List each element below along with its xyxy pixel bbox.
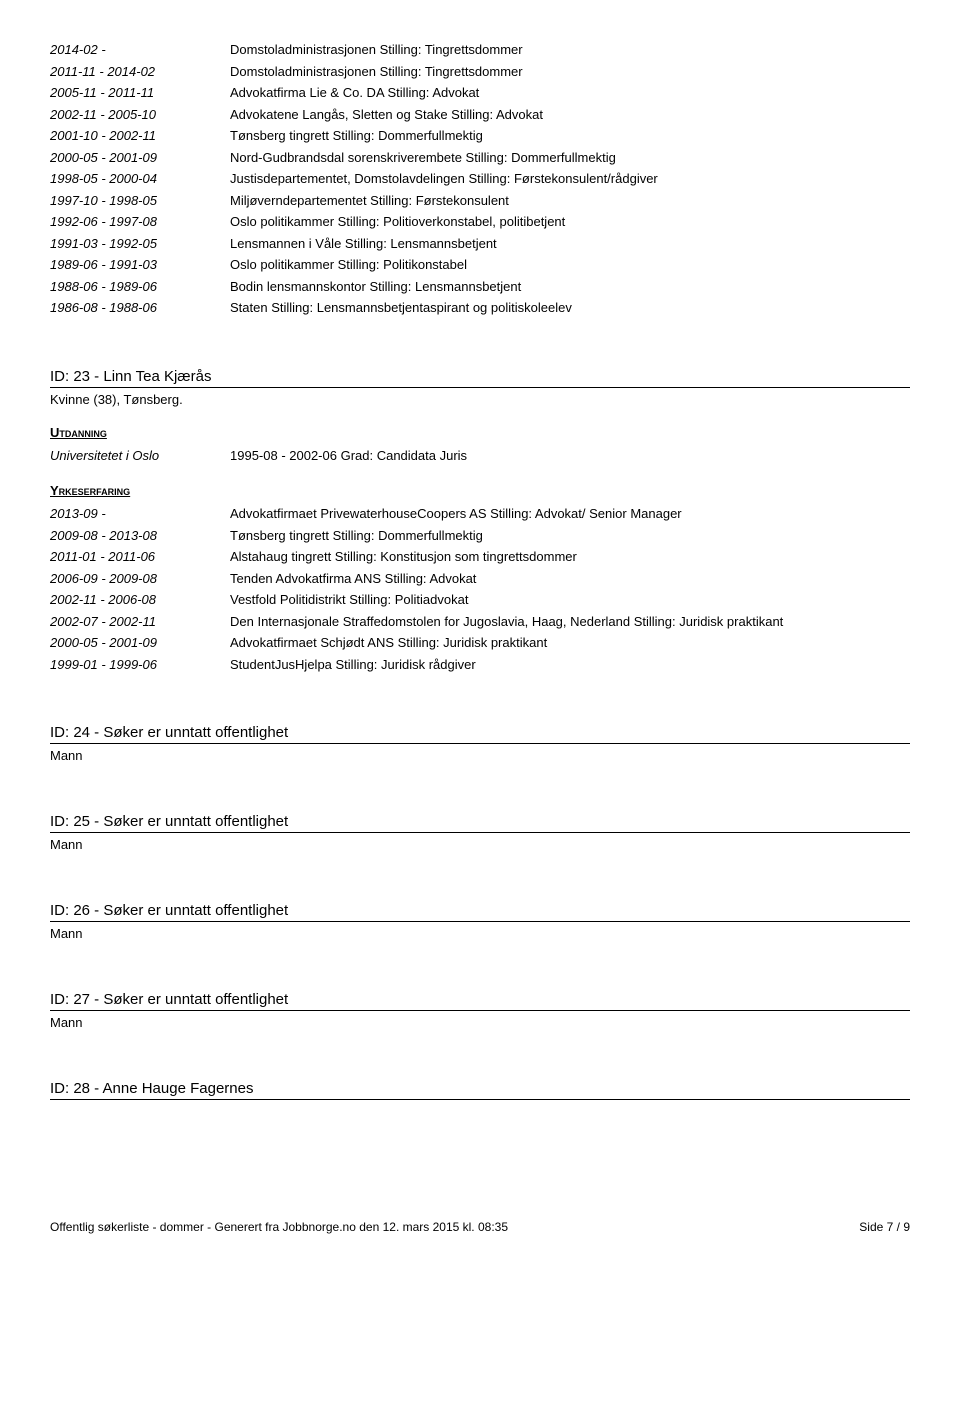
entry-date: 2013-09 - xyxy=(50,504,230,524)
entry-text: Oslo politikammer Stilling: Politioverko… xyxy=(230,212,910,232)
entry-date: 2006-09 - 2009-08 xyxy=(50,569,230,589)
entry-text: Staten Stilling: Lensmannsbetjentaspiran… xyxy=(230,298,910,318)
entry-row: 2005-11 - 2011-11Advokatfirma Lie & Co. … xyxy=(50,83,910,103)
entry-text: Advokatene Langås, Sletten og Stake Stil… xyxy=(230,105,910,125)
entry-row: 1986-08 - 1988-06Staten Stilling: Lensma… xyxy=(50,298,910,318)
entry-date: 1997-10 - 1998-05 xyxy=(50,191,230,211)
footer-right: Side 7 / 9 xyxy=(859,1220,910,1234)
entry-date: 2002-11 - 2006-08 xyxy=(50,590,230,610)
id24-sub: Mann xyxy=(50,748,910,763)
entry-date: 1999-01 - 1999-06 xyxy=(50,655,230,675)
entry-text: Den Internasjonale Straffedomstolen for … xyxy=(230,612,910,632)
entry-row: 2000-05 - 2001-09Nord-Gudbrandsdal soren… xyxy=(50,148,910,168)
entry-row: 2013-09 -Advokatfirmaet PrivewaterhouseC… xyxy=(50,504,910,524)
entry-row: 2001-10 - 2002-11Tønsberg tingrett Still… xyxy=(50,126,910,146)
entry-text: Bodin lensmannskontor Stilling: Lensmann… xyxy=(230,277,910,297)
utdanning-label: Utdanning xyxy=(50,425,910,440)
entry-date: 1991-03 - 1992-05 xyxy=(50,234,230,254)
entry-date: 2011-01 - 2011-06 xyxy=(50,547,230,567)
id24-header: ID: 24 - Søker er unntatt offentlighet xyxy=(50,724,910,744)
entry-text: Advokatfirmaet Schjødt ANS Stilling: Jur… xyxy=(230,633,910,653)
entry-text: Tenden Advokatfirma ANS Stilling: Advoka… xyxy=(230,569,910,589)
entry-text: Oslo politikammer Stilling: Politikonsta… xyxy=(230,255,910,275)
entry-row: 2002-11 - 2005-10Advokatene Langås, Slet… xyxy=(50,105,910,125)
id23-header: ID: 23 - Linn Tea Kjærås xyxy=(50,368,910,388)
id25-header: ID: 25 - Søker er unntatt offentlighet xyxy=(50,813,910,833)
entry-text: Nord-Gudbrandsdal sorenskriverembete Sti… xyxy=(230,148,910,168)
entry-row: 1989-06 - 1991-03Oslo politikammer Still… xyxy=(50,255,910,275)
entry-row: 1997-10 - 1998-05Miljøverndepartementet … xyxy=(50,191,910,211)
yrkes-label: Yrkeserfaring xyxy=(50,483,910,498)
entry-date: 2002-07 - 2002-11 xyxy=(50,612,230,632)
entry-row: 2011-11 - 2014-02Domstoladministrasjonen… xyxy=(50,62,910,82)
entry-text: Justisdepartementet, Domstolavdelingen S… xyxy=(230,169,910,189)
entry-date: 2005-11 - 2011-11 xyxy=(50,83,230,103)
entry-text: Tønsberg tingrett Stilling: Dommerfullme… xyxy=(230,526,910,546)
id27-header: ID: 27 - Søker er unntatt offentlighet xyxy=(50,991,910,1011)
entry-date: 1998-05 - 2000-04 xyxy=(50,169,230,189)
entry-date: 1988-06 - 1989-06 xyxy=(50,277,230,297)
page-footer: Offentlig søkerliste - dommer - Generert… xyxy=(50,1220,910,1234)
entry-text: StudentJusHjelpa Stilling: Juridisk rådg… xyxy=(230,655,910,675)
entry-row: 2009-08 - 2013-08Tønsberg tingrett Still… xyxy=(50,526,910,546)
entry-text: Alstahaug tingrett Stilling: Konstitusjo… xyxy=(230,547,910,567)
entry-row: 2002-07 - 2002-11Den Internasjonale Stra… xyxy=(50,612,910,632)
entry-text: Advokatfirmaet PrivewaterhouseCoopers AS… xyxy=(230,504,910,524)
entry-text: Domstoladministrasjonen Stilling: Tingre… xyxy=(230,62,910,82)
entry-row: 2014-02 -Domstoladministrasjonen Stillin… xyxy=(50,40,910,60)
entry-date: 1986-08 - 1988-06 xyxy=(50,298,230,318)
entry-text: Vestfold Politidistrikt Stilling: Politi… xyxy=(230,590,910,610)
entry-date: 2009-08 - 2013-08 xyxy=(50,526,230,546)
entry-row: 2000-05 - 2001-09Advokatfirmaet Schjødt … xyxy=(50,633,910,653)
entry-date: 2000-05 - 2001-09 xyxy=(50,148,230,168)
id23-education-list: Universitetet i Oslo1995-08 - 2002-06 Gr… xyxy=(50,446,910,466)
entry-text: Advokatfirma Lie & Co. DA Stilling: Advo… xyxy=(230,83,910,103)
entry-text: Lensmannen i Våle Stilling: Lensmannsbet… xyxy=(230,234,910,254)
footer-left: Offentlig søkerliste - dommer - Generert… xyxy=(50,1220,508,1234)
entry-date: 2001-10 - 2002-11 xyxy=(50,126,230,146)
entry-text: 1995-08 - 2002-06 Grad: Candidata Juris xyxy=(230,446,910,466)
id25-sub: Mann xyxy=(50,837,910,852)
entry-row: 2006-09 - 2009-08Tenden Advokatfirma ANS… xyxy=(50,569,910,589)
id26-sub: Mann xyxy=(50,926,910,941)
entry-date: 2014-02 - xyxy=(50,40,230,60)
entry-row: 2011-01 - 2011-06Alstahaug tingrett Stil… xyxy=(50,547,910,567)
entry-row: 1992-06 - 1997-08Oslo politikammer Still… xyxy=(50,212,910,232)
top-work-history: 2014-02 -Domstoladministrasjonen Stillin… xyxy=(50,40,910,318)
entry-row: 1988-06 - 1989-06Bodin lensmannskontor S… xyxy=(50,277,910,297)
entry-date: Universitetet i Oslo xyxy=(50,446,230,466)
entry-row: 1999-01 - 1999-06StudentJusHjelpa Stilli… xyxy=(50,655,910,675)
entry-row: 1998-05 - 2000-04Justisdepartementet, Do… xyxy=(50,169,910,189)
entry-row: 1991-03 - 1992-05Lensmannen i Våle Still… xyxy=(50,234,910,254)
entry-date: 2000-05 - 2001-09 xyxy=(50,633,230,653)
entry-row: 2002-11 - 2006-08Vestfold Politidistrikt… xyxy=(50,590,910,610)
entry-text: Tønsberg tingrett Stilling: Dommerfullme… xyxy=(230,126,910,146)
id26-header: ID: 26 - Søker er unntatt offentlighet xyxy=(50,902,910,922)
id27-sub: Mann xyxy=(50,1015,910,1030)
entry-text: Domstoladministrasjonen Stilling: Tingre… xyxy=(230,40,910,60)
entry-text: Miljøverndepartementet Stilling: Førstek… xyxy=(230,191,910,211)
entry-date: 1992-06 - 1997-08 xyxy=(50,212,230,232)
id23-sub: Kvinne (38), Tønsberg. xyxy=(50,392,910,407)
entry-date: 1989-06 - 1991-03 xyxy=(50,255,230,275)
entry-row: Universitetet i Oslo1995-08 - 2002-06 Gr… xyxy=(50,446,910,466)
entry-date: 2011-11 - 2014-02 xyxy=(50,62,230,82)
id23-work-list: 2013-09 -Advokatfirmaet PrivewaterhouseC… xyxy=(50,504,910,674)
id28-header: ID: 28 - Anne Hauge Fagernes xyxy=(50,1080,910,1100)
entry-date: 2002-11 - 2005-10 xyxy=(50,105,230,125)
